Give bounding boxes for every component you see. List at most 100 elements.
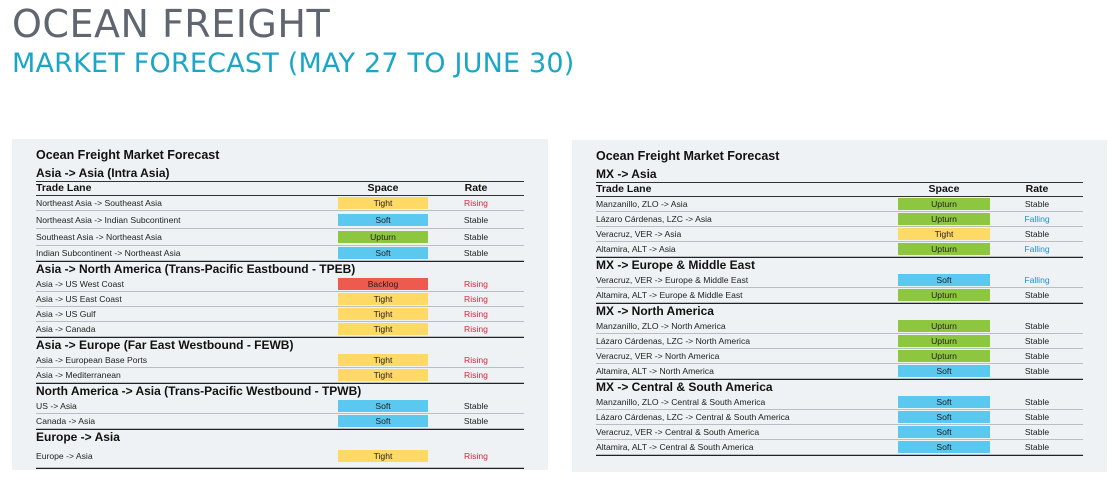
section-title: MX -> Asia	[596, 167, 657, 181]
space-badge: Soft	[338, 213, 428, 226]
space-cell: Upturn	[898, 213, 990, 225]
space-cell: Tight	[898, 228, 990, 240]
space-cell: Soft	[898, 365, 990, 377]
rate-cell: Stable	[463, 401, 489, 411]
rate-cell: Stable	[1024, 351, 1050, 361]
table-bottom-rule	[36, 468, 524, 469]
trade-lane-cell: Northeast Asia -> Indian Subcontinent	[36, 214, 181, 225]
column-header: Trade Lane	[36, 182, 92, 194]
space-cell: Soft	[898, 426, 990, 438]
space-cell: Upturn	[898, 335, 990, 347]
trade-lane-cell: Lázaro Cárdenas, LZC -> Asia	[596, 214, 712, 224]
rate-cell: Stable	[463, 416, 489, 426]
rate-cell: Stable	[1024, 336, 1050, 346]
space-cell: Soft	[338, 213, 428, 226]
space-badge: Tight	[338, 323, 428, 335]
trade-lane-cell: Asia -> Mediterranean	[36, 370, 121, 380]
table-row: US -> Asia Soft Stable	[36, 399, 524, 414]
trade-lane-cell: Manzanillo, ZLO -> Central & South Ameri…	[596, 397, 766, 407]
space-badge: Soft	[898, 441, 990, 453]
forecast-panel-left: Ocean Freight Market Forecast Asia -> Asi…	[12, 139, 548, 470]
table-row: Altamira, ALT -> Asia Upturn Falling	[596, 242, 1083, 257]
space-cell: Tight	[338, 308, 428, 320]
table-row: Lázaro Cárdenas, LZC -> Central & South …	[596, 410, 1083, 425]
space-badge: Upturn	[338, 231, 428, 243]
space-cell: Upturn	[898, 198, 990, 210]
section-title: MX -> North America	[596, 303, 1083, 319]
rate-cell: Stable	[1024, 427, 1050, 437]
table-row: Northeast Asia -> Southeast Asia Tight Ris…	[36, 196, 524, 211]
rate-cell: Stable	[1024, 290, 1050, 300]
space-cell: Soft	[898, 396, 990, 408]
table-row: Indian Subcontinent -> Northeast Asia Sof…	[36, 246, 524, 261]
column-header-row: Trade Lane Space Rate	[596, 182, 1083, 197]
rate-cell: Rising	[464, 309, 488, 319]
trade-lane-cell: Canada -> Asia	[36, 416, 96, 426]
page-subtitle: MARKET FORECAST (MAY 27 TO JUNE 30)	[12, 48, 575, 79]
rate-cell: Stable	[1024, 199, 1050, 209]
trade-lane-cell: Manzanillo, ZLO -> North America	[596, 321, 726, 331]
table-row: Asia -> Canada Tight Rising	[36, 322, 524, 337]
table-row: Altamira, ALT -> Central & South America…	[596, 440, 1083, 455]
trade-lane-cell: Indian Subcontinent -> Northeast Asia	[36, 248, 181, 258]
trade-lane-cell: Lázaro Cárdenas, LZC -> North America	[596, 336, 751, 346]
rate-cell: Falling	[1024, 214, 1050, 224]
trade-lane-cell: Altamira, ALT -> Central & South America	[596, 442, 754, 452]
space-badge: Soft	[898, 396, 990, 408]
space-badge: Upturn	[898, 350, 990, 362]
space-badge: Tight	[338, 197, 428, 209]
space-cell: Soft	[338, 247, 428, 259]
space-cell: Soft	[898, 274, 990, 286]
trade-lane-cell: Altamira, ALT -> Asia	[596, 244, 676, 254]
rate-cell: Stable	[463, 214, 489, 225]
trade-lane-cell: US -> Asia	[36, 401, 77, 411]
rate-cell: Stable	[1024, 321, 1050, 331]
table-row: Asia -> US East Coast Tight Rising	[36, 292, 524, 307]
trade-lane-cell: Southeast Asia -> Northeast Asia	[36, 232, 162, 242]
space-badge: Tight	[338, 293, 428, 305]
space-badge: Soft	[898, 426, 990, 438]
space-badge: Tight	[338, 369, 428, 381]
column-header: Rate	[1025, 183, 1049, 195]
section-title: MX -> Central & South America	[596, 379, 1083, 395]
space-cell: Tight	[338, 293, 428, 305]
trade-lane-cell: Northeast Asia -> Southeast Asia	[36, 198, 162, 208]
section-title: MX -> Europe & Middle East	[596, 257, 1083, 273]
rate-cell: Rising	[464, 279, 488, 289]
table-row: Altamira, ALT -> Europe & Middle East Upt…	[596, 288, 1083, 303]
space-badge: Soft	[338, 415, 428, 427]
rate-cell: Stable	[1024, 397, 1050, 407]
panel-title: Ocean Freight Market Forecast	[36, 148, 220, 162]
trade-lane-cell: Asia -> US East Coast	[36, 294, 122, 304]
column-header: Space	[928, 183, 960, 195]
trade-lane-cell: Europe -> Asia	[36, 451, 93, 461]
table-row: Asia -> US West Coast Backlog Rising	[36, 277, 524, 292]
space-badge: Tight	[898, 228, 990, 240]
section-title: Europe -> Asia	[36, 429, 524, 445]
space-cell: Upturn	[898, 243, 990, 255]
table-row: Altamira, ALT -> North America Soft Stable	[596, 364, 1083, 379]
table-row: Manzanillo, ZLO -> Central & South Ameri…	[596, 395, 1083, 410]
space-cell: Upturn	[898, 350, 990, 362]
table-row: Veracruz, VER -> Asia Tight Stable	[596, 227, 1083, 242]
section-title: Asia -> North America (Trans-Pacific Eas…	[36, 261, 524, 277]
space-badge: Soft	[338, 400, 428, 412]
space-badge: Upturn	[898, 320, 990, 332]
space-cell: Backlog	[338, 278, 428, 290]
space-cell: Soft	[898, 411, 990, 423]
space-cell: Tight	[338, 354, 428, 366]
rate-cell: Stable	[1024, 366, 1050, 376]
page-title: OCEAN FREIGHT	[12, 2, 331, 46]
table-row: Asia -> US Gulf Tight Rising	[36, 307, 524, 322]
space-cell: Soft	[898, 441, 990, 453]
table-row: Lázaro Cárdenas, LZC -> North America Upt…	[596, 334, 1083, 349]
table-row: Manzanillo, ZLO -> Asia Upturn Stable	[596, 197, 1083, 212]
table-row: Northeast Asia -> Indian Subcontinent Sof…	[36, 211, 524, 229]
space-cell: Tight	[338, 323, 428, 335]
trade-lane-cell: Veracruz, VER -> North America	[596, 351, 720, 361]
table-row: Europe -> Asia Tight Rising	[36, 445, 524, 468]
space-badge: Upturn	[898, 243, 990, 255]
rate-cell: Rising	[464, 370, 488, 380]
space-cell: Tight	[338, 197, 428, 209]
column-header-row: Trade Lane Space Rate	[36, 181, 524, 196]
